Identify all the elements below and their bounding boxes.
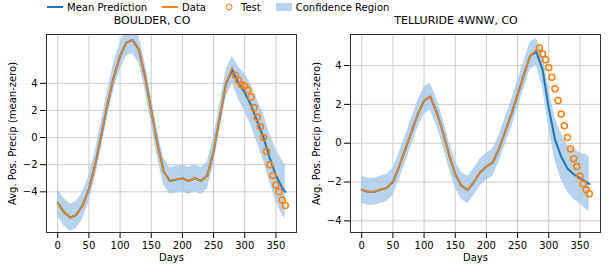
svg-text:350: 350 <box>266 240 285 251</box>
svg-text:Days: Days <box>463 252 488 263</box>
svg-text:150: 150 <box>446 240 465 251</box>
svg-text:50: 50 <box>387 240 400 251</box>
svg-text:4: 4 <box>335 60 341 71</box>
svg-text:200: 200 <box>477 240 496 251</box>
svg-text:−4: −4 <box>23 186 38 197</box>
svg-text:Avg. Pos. Precip (mean-zero): Avg. Pos. Precip (mean-zero) <box>311 62 322 205</box>
svg-text:−4: −4 <box>327 215 342 226</box>
svg-text:4: 4 <box>31 78 37 89</box>
svg-text:Avg. Pos. Precip (mean-zero): Avg. Pos. Precip (mean-zero) <box>7 62 18 205</box>
html-text:BOULDER, CO: BOULDER, CO <box>113 14 191 27</box>
svg-text:Days: Days <box>159 252 184 263</box>
svg-text:−2: −2 <box>327 176 342 187</box>
svg-text:300: 300 <box>539 240 558 251</box>
svg-text:350: 350 <box>570 240 589 251</box>
svg-text:250: 250 <box>508 240 527 251</box>
svg-text:100: 100 <box>111 240 130 251</box>
svg-text:2: 2 <box>31 105 37 116</box>
svg-text:200: 200 <box>173 240 192 251</box>
html-text:TELLURIDE 4WNW, CO: TELLURIDE 4WNW, CO <box>394 14 518 27</box>
html-text:Test: Test <box>241 1 261 13</box>
svg-text:0: 0 <box>359 240 365 251</box>
svg-text:50: 50 <box>83 240 96 251</box>
svg-text:0: 0 <box>335 137 341 148</box>
svg-text:100: 100 <box>415 240 434 251</box>
svg-text:0: 0 <box>55 240 61 251</box>
svg-text:150: 150 <box>142 240 161 251</box>
svg-text:2: 2 <box>335 99 341 110</box>
svg-text:0: 0 <box>31 132 37 143</box>
svg-text:300: 300 <box>235 240 254 251</box>
html-text:Confidence Region: Confidence Region <box>295 1 390 13</box>
html-text:Mean Prediction: Mean Prediction <box>67 1 148 13</box>
svg-text:250: 250 <box>204 240 223 251</box>
svg-text:−2: −2 <box>23 159 38 170</box>
html-text:Data: Data <box>182 1 206 13</box>
